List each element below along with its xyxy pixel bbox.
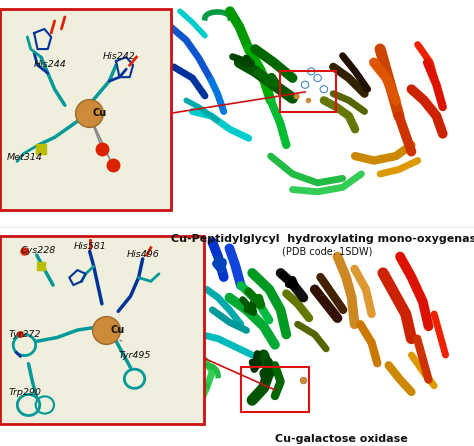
Text: Cu: Cu <box>92 108 106 118</box>
Text: Cu: Cu <box>110 325 124 335</box>
Text: (PDB code: 1SDW): (PDB code: 1SDW) <box>282 246 372 256</box>
Bar <box>241 368 309 413</box>
Text: His242: His242 <box>102 52 135 61</box>
Bar <box>280 71 337 112</box>
Text: His496: His496 <box>127 250 159 259</box>
Text: Trp290: Trp290 <box>8 388 41 397</box>
Bar <box>0 9 171 210</box>
Text: Met314: Met314 <box>7 153 43 162</box>
Text: His244: His244 <box>34 60 67 69</box>
Text: Tyr272: Tyr272 <box>8 330 41 339</box>
Text: Tyr495: Tyr495 <box>118 351 151 360</box>
Text: His581: His581 <box>73 242 106 252</box>
Text: Cu-galactose oxidase: Cu-galactose oxidase <box>275 434 408 444</box>
Text: Cu-Peptidylglycyl  hydroxylating mono-oxygenase: Cu-Peptidylglycyl hydroxylating mono-oxy… <box>171 234 474 244</box>
Bar <box>0 236 204 424</box>
Text: (PDB code: 1GOF): (PDB code: 1GOF) <box>297 445 385 446</box>
Text: Cys228: Cys228 <box>20 246 55 255</box>
